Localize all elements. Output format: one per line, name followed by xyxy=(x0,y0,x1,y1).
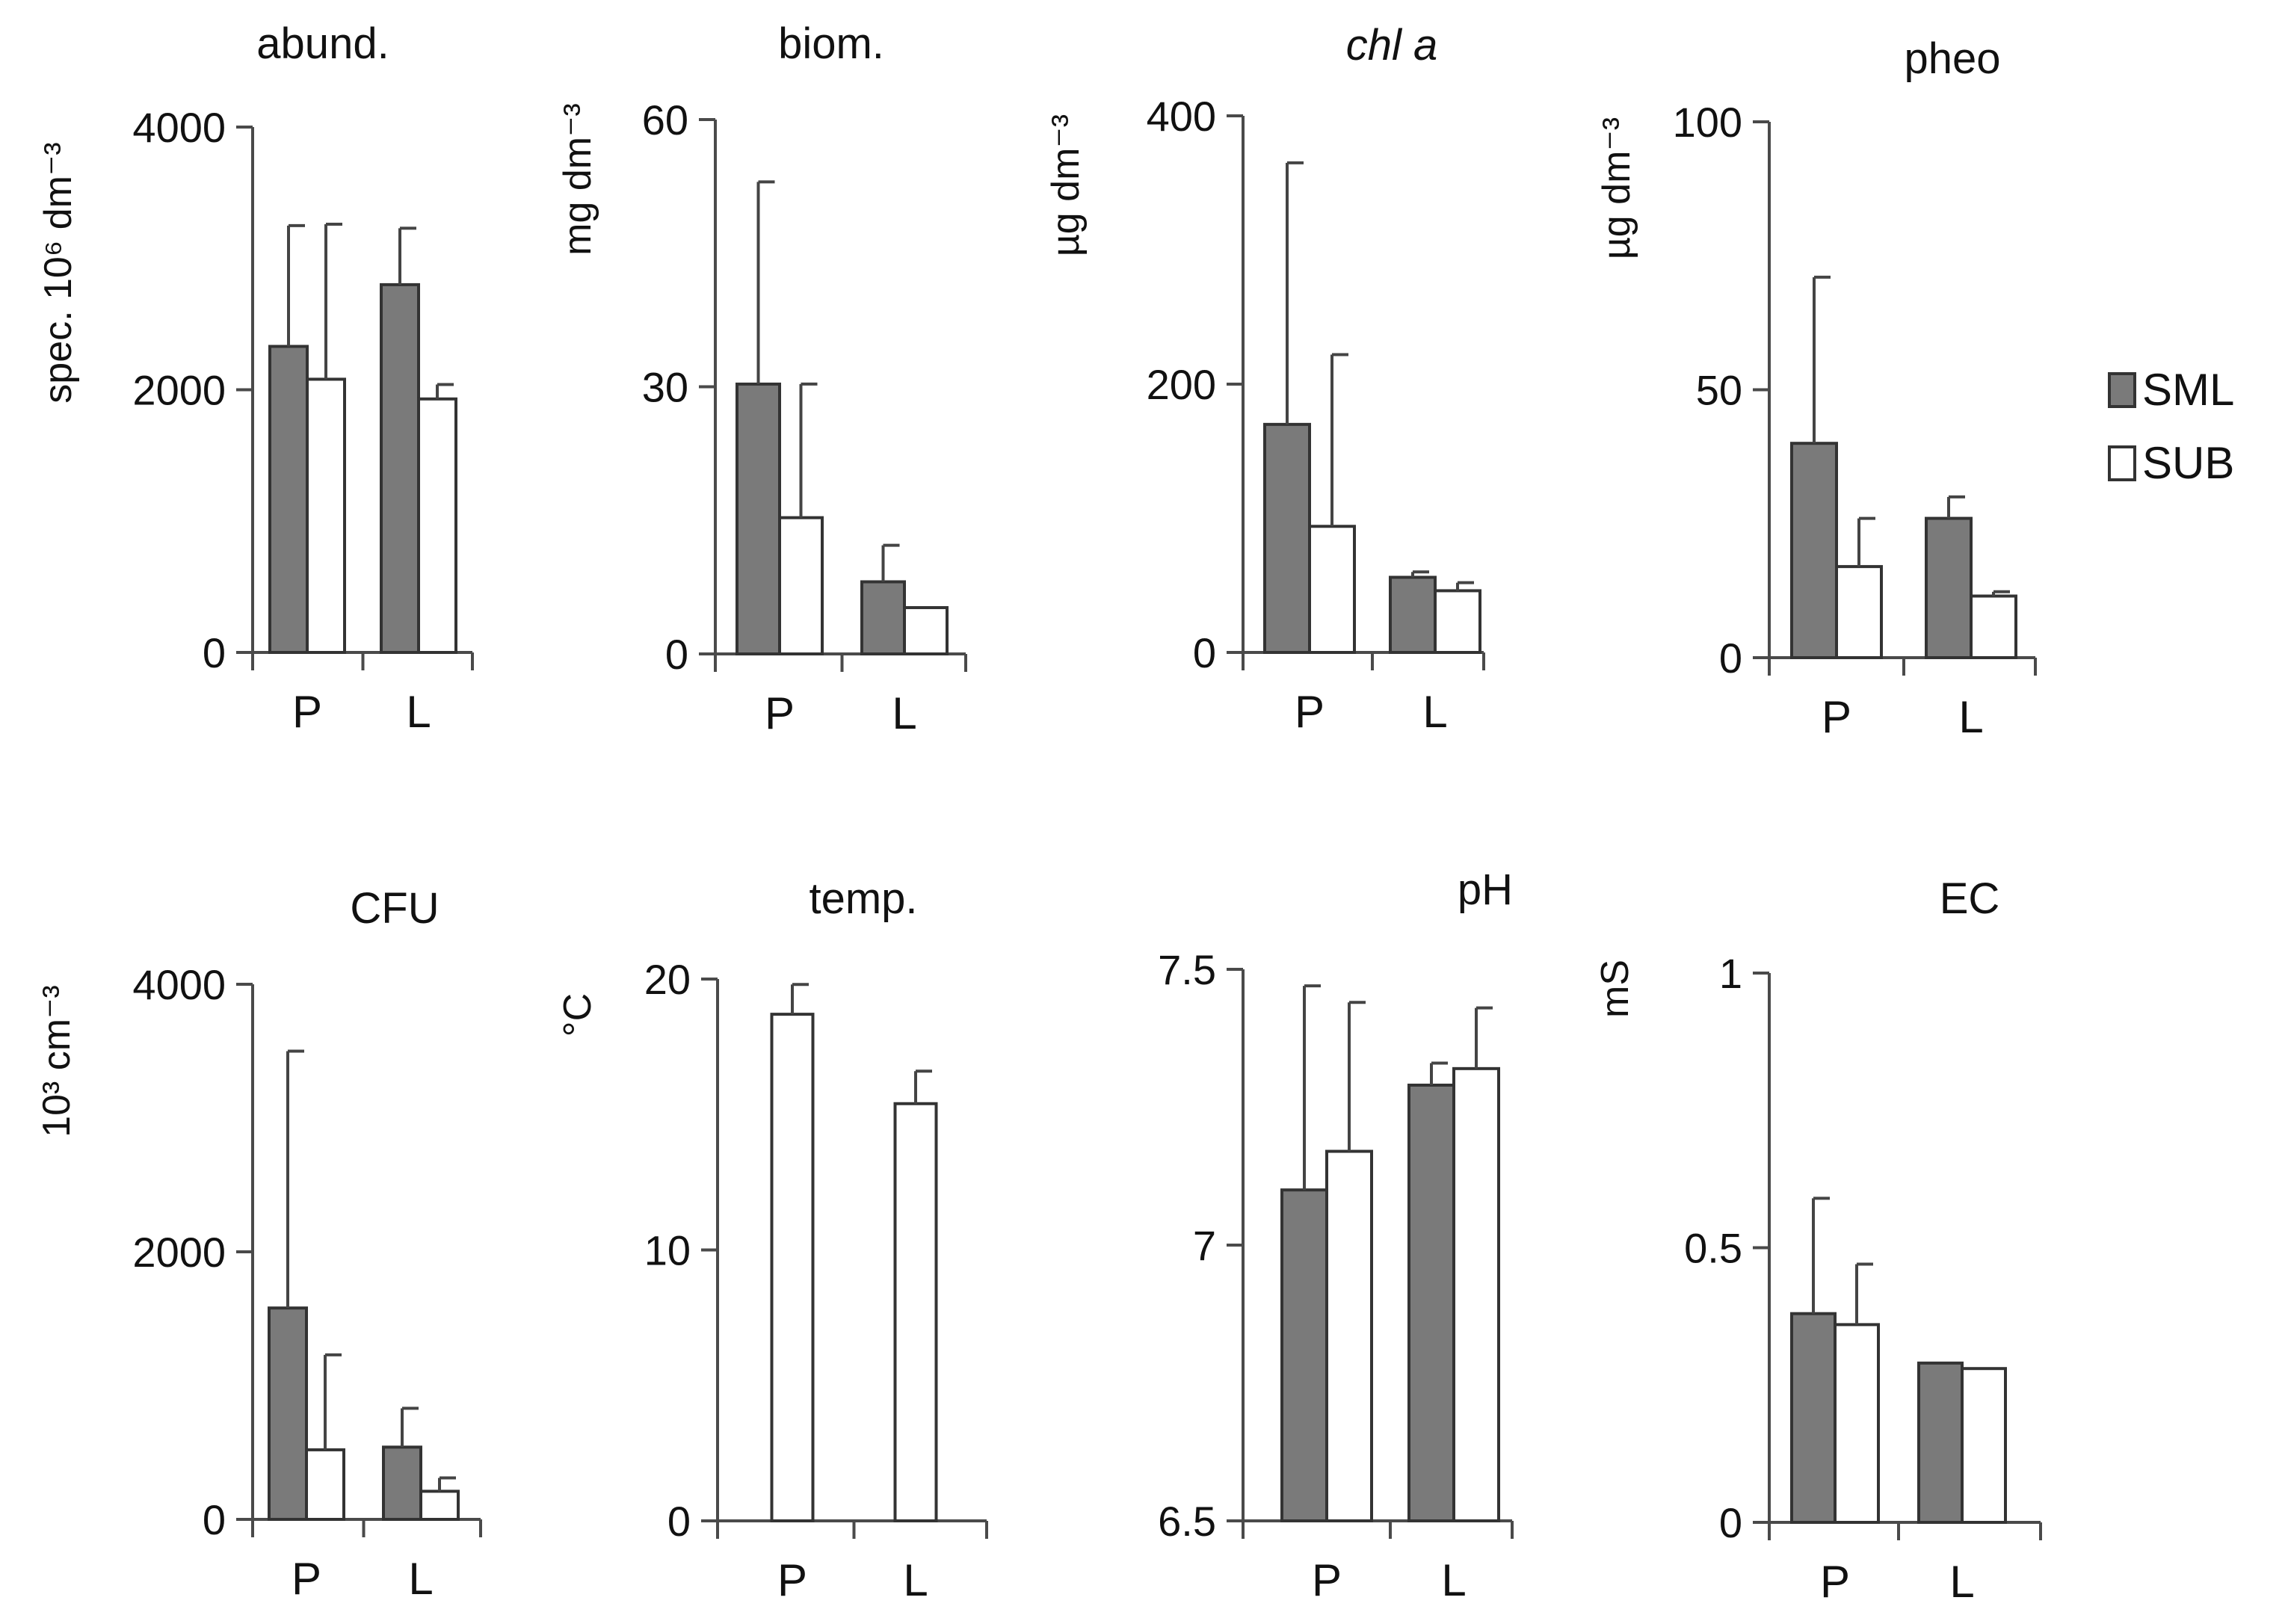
x-category-label: L xyxy=(1949,1557,1974,1607)
bar-sub-P xyxy=(770,1013,815,1522)
y-tick-label: 30 xyxy=(642,364,688,411)
legend-label-sml: SML xyxy=(2142,365,2234,415)
y-tick-label: 2000 xyxy=(132,1229,226,1276)
bar-sub-L xyxy=(893,1102,938,1522)
bar-sub-P xyxy=(306,377,346,654)
y-tick-label: 10 xyxy=(644,1227,691,1274)
x-category-label: P xyxy=(777,1555,807,1605)
chart-title: pheo xyxy=(1904,34,2000,83)
chart-title: temp. xyxy=(809,874,917,923)
x-category-label: L xyxy=(1958,692,1983,742)
y-tick-label: 0 xyxy=(1193,629,1216,676)
bar-sub-L xyxy=(1961,1367,2007,1524)
legend-swatch-sub xyxy=(2108,445,2136,481)
y-axis-label: µg dm⁻³ xyxy=(1595,117,1638,259)
y-tick-label: 7 xyxy=(1193,1222,1216,1269)
chart-panel-8: EC mS 0 0.5 1 P L xyxy=(1594,874,2042,1607)
y-axis-label: 10³ cm⁻³ xyxy=(35,985,78,1137)
x-category-label: P xyxy=(1295,687,1325,737)
y-tick-label: 0 xyxy=(203,1496,226,1543)
bar-sml-P xyxy=(736,382,781,655)
bar-sml-L xyxy=(1407,1083,1455,1522)
y-tick-label: 400 xyxy=(1147,93,1216,140)
bar-sml-P xyxy=(268,345,309,654)
y-tick-label: 20 xyxy=(644,956,691,1003)
y-tick-label: 0 xyxy=(1719,635,1742,682)
x-category-label: P xyxy=(765,688,795,738)
bar-sub-L xyxy=(417,397,457,654)
x-category-label: L xyxy=(892,688,916,738)
y-tick-label: 6.5 xyxy=(1158,1498,1216,1545)
bar-sub-P xyxy=(1308,525,1356,655)
y-tick-label: 0 xyxy=(203,629,226,676)
x-category-label: P xyxy=(1820,1557,1850,1607)
y-tick-label: 0 xyxy=(667,1498,691,1545)
bar-sml-L xyxy=(1925,516,1973,660)
y-axis-label: mS xyxy=(1594,960,1637,1018)
x-category-label: L xyxy=(1441,1555,1466,1605)
chart-panel-1: abund. spec. 10⁶ dm⁻³ 0 2000 4000 P L xyxy=(37,19,474,737)
bar-sub-P xyxy=(1835,565,1883,659)
y-tick-label: 60 xyxy=(642,96,688,143)
chart-title: CFU xyxy=(350,884,439,933)
y-tick-label: 100 xyxy=(1673,99,1742,146)
bar-sml-L xyxy=(382,1445,422,1521)
y-tick-label: 0 xyxy=(1719,1499,1742,1546)
y-tick-label: 200 xyxy=(1147,361,1216,408)
legend-swatch-sml xyxy=(2108,372,2136,408)
bar-sml-P xyxy=(1790,442,1838,659)
chart-panel-3: chl a µg dm⁻³ 0 200 400 P L xyxy=(1044,21,1485,737)
x-category-label: L xyxy=(408,1554,433,1604)
bar-sml-L xyxy=(380,282,420,654)
y-tick-label: 0 xyxy=(665,631,688,678)
bar-sub-L xyxy=(1434,589,1481,654)
bar-sml-P xyxy=(1280,1188,1328,1522)
chart-panel-2: biom. mg dm⁻³ 0 30 60 P L xyxy=(556,19,967,738)
bar-sub-P xyxy=(305,1448,345,1522)
y-tick-label: 4000 xyxy=(132,104,226,151)
legend-label-sub: SUB xyxy=(2142,438,2234,488)
chart-title: biom. xyxy=(778,19,884,68)
x-category-label: P xyxy=(1822,692,1851,742)
y-tick-label: 4000 xyxy=(132,961,226,1008)
x-category-label: L xyxy=(406,687,431,737)
y-axis-label: spec. 10⁶ dm⁻³ xyxy=(37,142,80,403)
bar-sub-L xyxy=(1452,1066,1500,1522)
bar-sml-L xyxy=(860,580,906,655)
chart-panel-5: CFU 10³ cm⁻³ 0 2000 4000 P L xyxy=(35,884,482,1604)
chart-panel-7: pH 6.5 7 7.5 P L xyxy=(1158,865,1514,1605)
y-tick-label: 7.5 xyxy=(1158,946,1216,993)
chart-title: pH xyxy=(1458,865,1513,914)
bar-sub-P xyxy=(778,516,824,655)
y-axis-label: mg dm⁻³ xyxy=(556,103,599,256)
chart-title: chl a xyxy=(1346,21,1438,70)
bar-sub-L xyxy=(903,606,949,655)
x-category-label: L xyxy=(903,1555,928,1605)
x-category-label: P xyxy=(1312,1555,1342,1605)
bar-sml-P xyxy=(1263,422,1311,654)
chart-title: EC xyxy=(1940,874,2000,923)
chart-panel-4: pheo µg dm⁻³ 0 50 100 P L xyxy=(1595,34,2037,742)
y-tick-label: 0.5 xyxy=(1684,1225,1742,1272)
bar-sml-L xyxy=(1389,575,1437,654)
chart-title: abund. xyxy=(256,19,389,68)
legend: SML SUB xyxy=(2108,365,2234,488)
bar-sub-L xyxy=(1970,594,2017,659)
y-tick-label: 50 xyxy=(1696,367,1742,414)
x-category-label: P xyxy=(292,1554,321,1604)
bar-sub-L xyxy=(419,1489,460,1522)
bar-sub-P xyxy=(1834,1323,1880,1525)
x-category-label: L xyxy=(1422,687,1447,737)
bar-sml-P xyxy=(268,1306,308,1522)
chart-panel-6: temp. °C 0 10 20 P L xyxy=(556,874,988,1605)
bar-sml-P xyxy=(1790,1312,1837,1524)
bar-sub-P xyxy=(1325,1149,1373,1523)
y-axis-label: µg dm⁻³ xyxy=(1044,114,1088,256)
y-axis-label: °C xyxy=(556,993,599,1037)
y-tick-label: 1 xyxy=(1719,950,1742,997)
x-category-label: P xyxy=(292,687,322,737)
y-tick-label: 2000 xyxy=(132,367,226,414)
bar-sml-L xyxy=(1917,1361,1964,1524)
